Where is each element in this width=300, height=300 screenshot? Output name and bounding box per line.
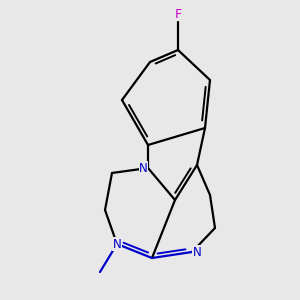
Text: N: N bbox=[139, 161, 148, 175]
Text: N: N bbox=[112, 238, 122, 250]
Text: N: N bbox=[193, 245, 202, 259]
Text: F: F bbox=[174, 8, 182, 20]
